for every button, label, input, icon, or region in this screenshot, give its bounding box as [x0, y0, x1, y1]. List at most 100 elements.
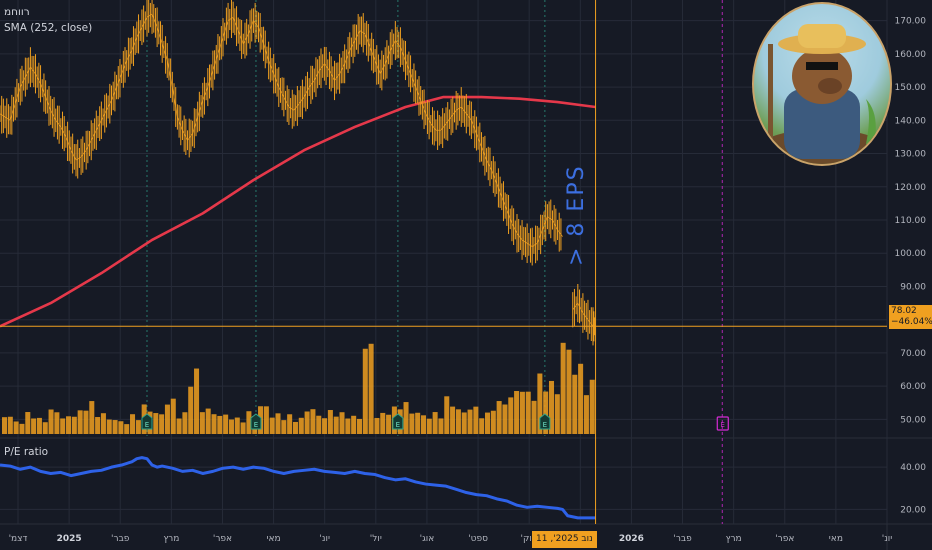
volume-bar — [60, 418, 65, 434]
volume-bar — [78, 410, 83, 434]
earnings-marker-letter: E — [254, 421, 258, 429]
volume-bar — [229, 420, 234, 434]
volume-bar — [276, 413, 281, 434]
volume-bar — [113, 420, 118, 434]
time-axis[interactable]: 'דצמ 2025 'פבר מרץ 'אפר מאי 'יונ 'יול 'אוג 'ספט 'א… — [9, 534, 893, 544]
symbol-label[interactable]: רווחמ — [4, 6, 30, 18]
volume-bar — [351, 416, 356, 434]
time-tick-label: 'אפר — [775, 534, 794, 544]
volume-bar — [502, 405, 507, 434]
volume-bar — [264, 406, 269, 434]
volume-bar — [566, 350, 571, 434]
price-tick-label: 130.00 — [895, 150, 927, 160]
price-tick-label: 160.00 — [895, 50, 927, 60]
last-price-tag: 78.02 −46.04% — [889, 305, 932, 329]
earnings-marker-icon[interactable]: E — [540, 414, 550, 429]
eps-annotation: > 8 EPS — [564, 226, 584, 266]
volume-bar — [89, 401, 94, 434]
time-tick-label: 2025 — [57, 534, 82, 544]
price-tick-label: 120.00 — [895, 183, 927, 193]
volume-bar — [293, 422, 298, 434]
last-price-change: −46.04% — [891, 317, 930, 328]
volume-bar — [526, 392, 531, 434]
volume-bar — [508, 397, 513, 434]
earnings-marker-icon[interactable]: E — [251, 414, 261, 429]
volume-bar — [485, 413, 490, 434]
pe-legend[interactable]: P/E ratio — [4, 446, 48, 458]
volume-bar — [479, 418, 484, 434]
volume-bar — [322, 418, 327, 434]
badge-head — [792, 48, 852, 104]
pe-axis[interactable]: 40.00 20.00 — [900, 463, 926, 515]
volume-bar — [572, 375, 577, 434]
volume-bar — [334, 417, 339, 434]
badge-illustration — [754, 4, 890, 164]
volume-bar — [380, 413, 385, 434]
volume-bar — [14, 421, 19, 434]
time-tick-label: 'אפר — [213, 534, 232, 544]
volume-bar — [450, 407, 455, 434]
badge-shovel — [768, 44, 773, 144]
volume-bar — [386, 415, 391, 434]
volume-bar — [241, 422, 246, 434]
volume-bar — [188, 387, 193, 434]
volume-bar — [433, 412, 438, 434]
volume-bar — [182, 412, 187, 434]
last-price-value: 78.02 — [891, 306, 930, 317]
volume-bar — [561, 343, 566, 434]
time-tick-label: מרץ — [163, 534, 179, 544]
volume-bar — [281, 420, 286, 434]
volume-bar — [427, 419, 432, 434]
time-tick-label: מרץ — [726, 534, 742, 544]
price-tick-label: 50.00 — [900, 415, 926, 425]
volume-bar — [328, 410, 333, 434]
volume-bar — [473, 407, 478, 434]
volume-bar — [200, 412, 205, 434]
volume-bar — [374, 418, 379, 434]
price-tick-label: 140.00 — [895, 116, 927, 126]
price-tick-label: 110.00 — [895, 216, 927, 226]
volume-bar — [345, 419, 350, 434]
volume-bar — [159, 414, 164, 434]
volume-bar — [462, 412, 467, 434]
time-tick-label: 'דצמ — [9, 534, 28, 544]
price-tick-label: 60.00 — [900, 382, 926, 392]
volume-bar — [520, 392, 525, 434]
volume-bar — [19, 424, 24, 434]
volume-bar — [497, 401, 502, 434]
time-tick-label: מאי — [829, 534, 843, 544]
sma-legend[interactable]: SMA (252, close) — [4, 22, 92, 34]
volume-bar — [37, 418, 42, 434]
volume-bar — [299, 418, 304, 434]
price-tick-label: 90.00 — [900, 282, 926, 292]
earnings-marker-icon[interactable]: E — [393, 414, 403, 429]
volume-bar — [95, 417, 100, 434]
volume-bar — [171, 399, 176, 434]
price-axis[interactable]: 170.00 160.00 150.00 140.00 130.00 120.00 110.… — [895, 17, 927, 426]
volume-bar — [444, 396, 449, 434]
badge-hat-top — [798, 24, 846, 48]
volume-bars — [2, 343, 595, 434]
volume-bar — [305, 411, 310, 434]
volume-bar — [43, 422, 48, 434]
volume-bar — [409, 414, 414, 434]
earnings-marker-icon[interactable]: E — [142, 414, 152, 429]
vertical-guides — [147, 0, 722, 524]
volume-bar — [107, 420, 112, 434]
time-tick-label: 'פבר — [673, 534, 692, 544]
time-tick-label: 'יול — [370, 534, 382, 544]
volume-bar — [206, 409, 211, 434]
volume-bar — [316, 416, 321, 434]
volume-bar — [310, 409, 315, 434]
volume-bar — [211, 414, 216, 434]
price-line — [0, 0, 596, 345]
time-tick-label: 'אוג — [420, 534, 435, 544]
volume-bar — [25, 412, 30, 434]
time-tick-label: מאי — [267, 534, 281, 544]
price-tick-label: 150.00 — [895, 83, 927, 93]
volume-bar — [31, 418, 36, 434]
volume-bar — [438, 418, 443, 434]
volume-bar — [235, 418, 240, 434]
future-earnings-letter: E — [721, 421, 725, 429]
volume-bar — [578, 364, 583, 434]
